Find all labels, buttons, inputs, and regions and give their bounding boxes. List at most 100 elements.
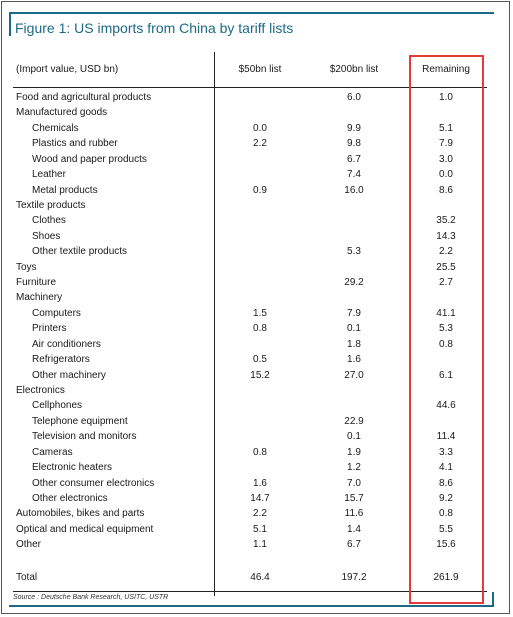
row-label: Leather (32, 169, 66, 181)
row-value-remaining: 5.5 (439, 523, 453, 535)
row-label: Furniture (16, 277, 57, 289)
row-value-50bn: 1.5 (253, 307, 267, 319)
column-divider (214, 52, 215, 596)
row-label: Plastics and rubber (32, 138, 118, 150)
table-row: Other electronics 14.7 15.7 9.2 (0, 493, 513, 508)
table-row: Optical and medical equipment 5.1 1.4 5.5 (0, 524, 513, 539)
row-label: Wood and paper products (32, 153, 147, 165)
table-row: Chemicals 0.0 9.9 5.1 (0, 123, 513, 138)
row-label: Metal products (32, 184, 98, 196)
row-value-200bn: 1.4 (347, 523, 361, 535)
header-50bn: $50bn list (238, 64, 282, 75)
row-value-200bn: 6.7 (347, 153, 361, 165)
row-value-remaining: 14.3 (436, 230, 456, 242)
table-row: Printers 0.8 0.1 5.3 (0, 323, 513, 338)
row-value-200bn: 1.8 (347, 338, 361, 350)
row-value-200bn: 1.6 (347, 354, 361, 366)
row-label: Other consumer electronics (32, 477, 155, 489)
row-label: Air conditioners (32, 338, 101, 350)
row-value-remaining: 5.1 (439, 122, 453, 134)
table-row: Furniture 29.2 2.7 (0, 277, 513, 292)
header-remaining: Remaining (422, 64, 470, 75)
total-row: Total 46.4 197.2 261.9 (0, 572, 513, 587)
table-row: Manufactured goods (0, 107, 513, 122)
row-value-remaining: 0.8 (439, 338, 453, 350)
row-value-remaining: 15.6 (436, 539, 456, 551)
row-value-50bn: 0.8 (253, 323, 267, 335)
table-row: Computers 1.5 7.9 41.1 (0, 308, 513, 323)
total-200bn: 197.2 (341, 572, 367, 583)
row-value-200bn: 22.9 (344, 415, 364, 427)
table-row: Other machinery 15.2 27.0 6.1 (0, 370, 513, 385)
row-value-remaining: 44.6 (436, 400, 456, 412)
row-value-50bn: 0.8 (253, 446, 267, 458)
footer-accent-bar (492, 592, 494, 607)
row-value-200bn: 1.2 (347, 462, 361, 474)
row-value-remaining: 0.0 (439, 169, 453, 181)
table-row: Cameras 0.8 1.9 3.3 (0, 447, 513, 462)
row-label: Television and monitors (32, 431, 137, 443)
table-row: Food and agricultural products 6.0 1.0 (0, 92, 513, 107)
row-value-200bn: 7.0 (347, 477, 361, 489)
row-value-remaining: 3.0 (439, 153, 453, 165)
row-label: Electronics (16, 384, 65, 396)
row-label: Printers (32, 323, 67, 335)
table-row: Clothes 35.2 (0, 215, 513, 230)
row-value-remaining: 5.3 (439, 323, 453, 335)
row-label: Automobiles, bikes and parts (16, 508, 145, 520)
figure-title: Figure 1: US imports from China by tarif… (15, 20, 294, 36)
row-value-50bn: 0.9 (253, 184, 267, 196)
row-label: Other (16, 539, 42, 551)
row-label: Chemicals (32, 122, 79, 134)
table-row: Machinery (0, 292, 513, 307)
title-accent-bar (9, 12, 11, 36)
row-value-200bn: 7.9 (347, 307, 361, 319)
source-note: Source : Deutsche Bank Research, USITC, … (13, 594, 169, 601)
row-label: Other machinery (32, 369, 106, 381)
row-value-200bn: 16.0 (344, 184, 364, 196)
row-value-200bn: 29.2 (344, 277, 364, 289)
row-value-50bn: 15.2 (250, 369, 270, 381)
row-label: Computers (32, 307, 81, 319)
table-row: Automobiles, bikes and parts 2.2 11.6 0.8 (0, 508, 513, 523)
table-row: Cellphones 44.6 (0, 400, 513, 415)
row-label: Manufactured goods (16, 107, 108, 119)
row-label: Shoes (32, 230, 61, 242)
row-value-200bn: 11.6 (344, 508, 364, 520)
table-row: Electronic heaters 1.2 4.1 (0, 462, 513, 477)
row-value-200bn: 6.7 (347, 539, 361, 551)
table-row: Shoes 14.3 (0, 231, 513, 246)
row-value-50bn: 2.2 (253, 138, 267, 150)
table-row: Electronics (0, 385, 513, 400)
row-value-remaining: 0.8 (439, 508, 453, 520)
row-value-200bn: 7.4 (347, 169, 361, 181)
row-value-200bn: 9.8 (347, 138, 361, 150)
row-value-200bn: 27.0 (344, 369, 364, 381)
remaining-highlight-box (409, 55, 484, 604)
footer-divider (13, 591, 487, 592)
table-row: Wood and paper products 6.7 3.0 (0, 154, 513, 169)
row-label: Cameras (32, 446, 73, 458)
row-value-200bn: 1.9 (347, 446, 361, 458)
row-value-remaining: 3.3 (439, 446, 453, 458)
row-label: Textile products (16, 199, 86, 211)
row-value-200bn: 9.9 (347, 122, 361, 134)
row-value-remaining: 2.7 (439, 277, 453, 289)
header-200bn: $200bn list (329, 64, 379, 75)
row-label: Electronic heaters (32, 462, 113, 474)
row-value-50bn: 0.0 (253, 122, 267, 134)
footer-rule (9, 605, 494, 607)
total-remaining: 261.9 (433, 572, 459, 583)
row-value-remaining: 8.6 (439, 184, 453, 196)
row-value-remaining: 8.6 (439, 477, 453, 489)
row-value-50bn: 2.2 (253, 508, 267, 520)
row-value-200bn: 0.1 (347, 431, 361, 443)
row-value-remaining: 1.0 (439, 92, 453, 103)
header-label: (Import value, USD bn) (16, 64, 119, 75)
table-row: Metal products 0.9 16.0 8.6 (0, 185, 513, 200)
row-label: Food and agricultural products (16, 92, 152, 103)
table-row: Telephone equipment 22.9 (0, 416, 513, 431)
row-value-50bn: 14.7 (250, 492, 270, 504)
total-50bn: 46.4 (250, 572, 270, 583)
